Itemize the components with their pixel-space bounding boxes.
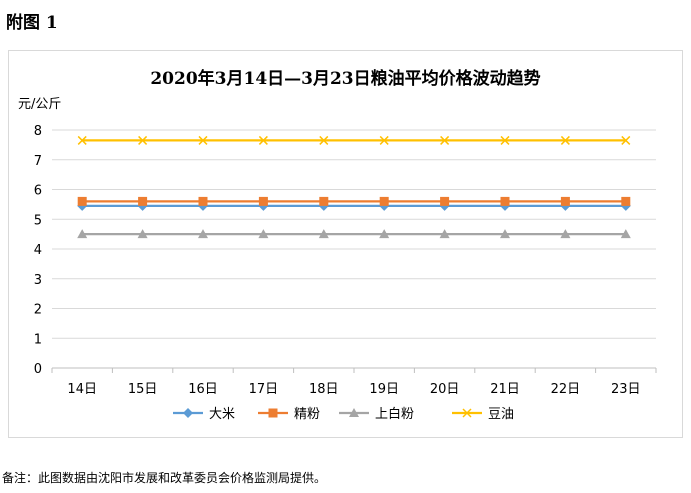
legend-marker [268, 408, 278, 418]
series-3 [77, 229, 631, 239]
legend-item-2: 精粉 [258, 407, 320, 422]
y-tick-label: 6 [34, 184, 42, 199]
data-point [560, 135, 570, 145]
data-point [500, 196, 510, 206]
x-tick-label: 22日 [551, 382, 581, 397]
data-point [138, 135, 148, 145]
data-point [258, 196, 268, 206]
data-point [77, 135, 87, 145]
x-tick-label: 17日 [249, 382, 279, 397]
data-point [138, 196, 148, 206]
series-4 [77, 135, 631, 145]
x-tick-label: 16日 [188, 382, 218, 397]
y-tick-label: 2 [34, 303, 42, 318]
legend-label: 大米 [209, 407, 235, 422]
data-point [198, 196, 208, 206]
y-tick-label: 4 [34, 243, 42, 258]
data-point [500, 135, 510, 145]
data-point [439, 229, 450, 239]
chart-legend: 大米 精粉 上白粉 豆油 [173, 406, 514, 422]
data-point [318, 229, 329, 239]
x-tick-label: 19日 [369, 382, 399, 397]
data-point [379, 196, 389, 206]
legend-item-3: 上白粉 [339, 406, 414, 422]
data-point [258, 229, 269, 239]
x-tick-label: 21日 [490, 382, 520, 397]
data-point [379, 229, 390, 239]
data-point [560, 229, 571, 239]
legend-marker [349, 408, 359, 417]
data-point [319, 196, 329, 206]
x-tick-label: 23日 [611, 382, 641, 397]
y-tick-label: 5 [34, 213, 42, 228]
x-axis [51, 367, 657, 373]
legend-marker [183, 408, 193, 418]
y-tick-label: 1 [34, 332, 42, 347]
footnote: 备注：此图数据由沈阳市发展和改革委员会价格监测局提供。 [2, 471, 327, 485]
x-axis-ticks: 14日 15日 16日 17日 18日 19日 20日 21日 22日 23日 [67, 382, 640, 397]
data-point [77, 196, 87, 206]
data-point [440, 135, 450, 145]
legend-marker [462, 408, 472, 418]
data-point [621, 135, 631, 145]
x-tick-label: 20日 [430, 382, 460, 397]
legend-item-1: 大米 [173, 407, 235, 422]
legend-label: 上白粉 [375, 406, 414, 422]
data-point [440, 196, 450, 206]
data-point [198, 135, 208, 145]
data-point [258, 135, 268, 145]
chart-title: 2020年3月14日—3月23日粮油平均价格波动趋势 [150, 69, 541, 89]
y-tick-label: 8 [34, 124, 42, 139]
y-tick-label: 0 [34, 362, 42, 377]
y-axis-ticks: 0 1 2 3 4 5 6 7 8 [34, 124, 42, 377]
data-point [621, 196, 631, 206]
x-tick-label: 15日 [128, 382, 158, 397]
data-point [379, 135, 389, 145]
grid-lines [52, 129, 656, 369]
data-point [560, 196, 570, 206]
chart-frame [8, 50, 683, 438]
legend-label: 豆油 [488, 407, 514, 422]
legend-label: 精粉 [294, 407, 320, 422]
series-2 [77, 196, 631, 206]
x-tick-label: 14日 [67, 382, 97, 397]
data-point [319, 135, 329, 145]
data-point [620, 229, 631, 239]
data-point [77, 229, 88, 239]
data-point [500, 229, 510, 239]
y-axis-unit-label: 元/公斤 [18, 97, 62, 112]
y-tick-label: 7 [34, 154, 42, 169]
legend-item-4: 豆油 [452, 407, 514, 422]
data-point [198, 229, 208, 239]
series-group [77, 135, 631, 239]
x-tick-label: 18日 [309, 382, 339, 397]
page-heading: 附图 1 [6, 13, 58, 33]
data-point [137, 229, 148, 239]
y-tick-label: 3 [34, 273, 42, 288]
